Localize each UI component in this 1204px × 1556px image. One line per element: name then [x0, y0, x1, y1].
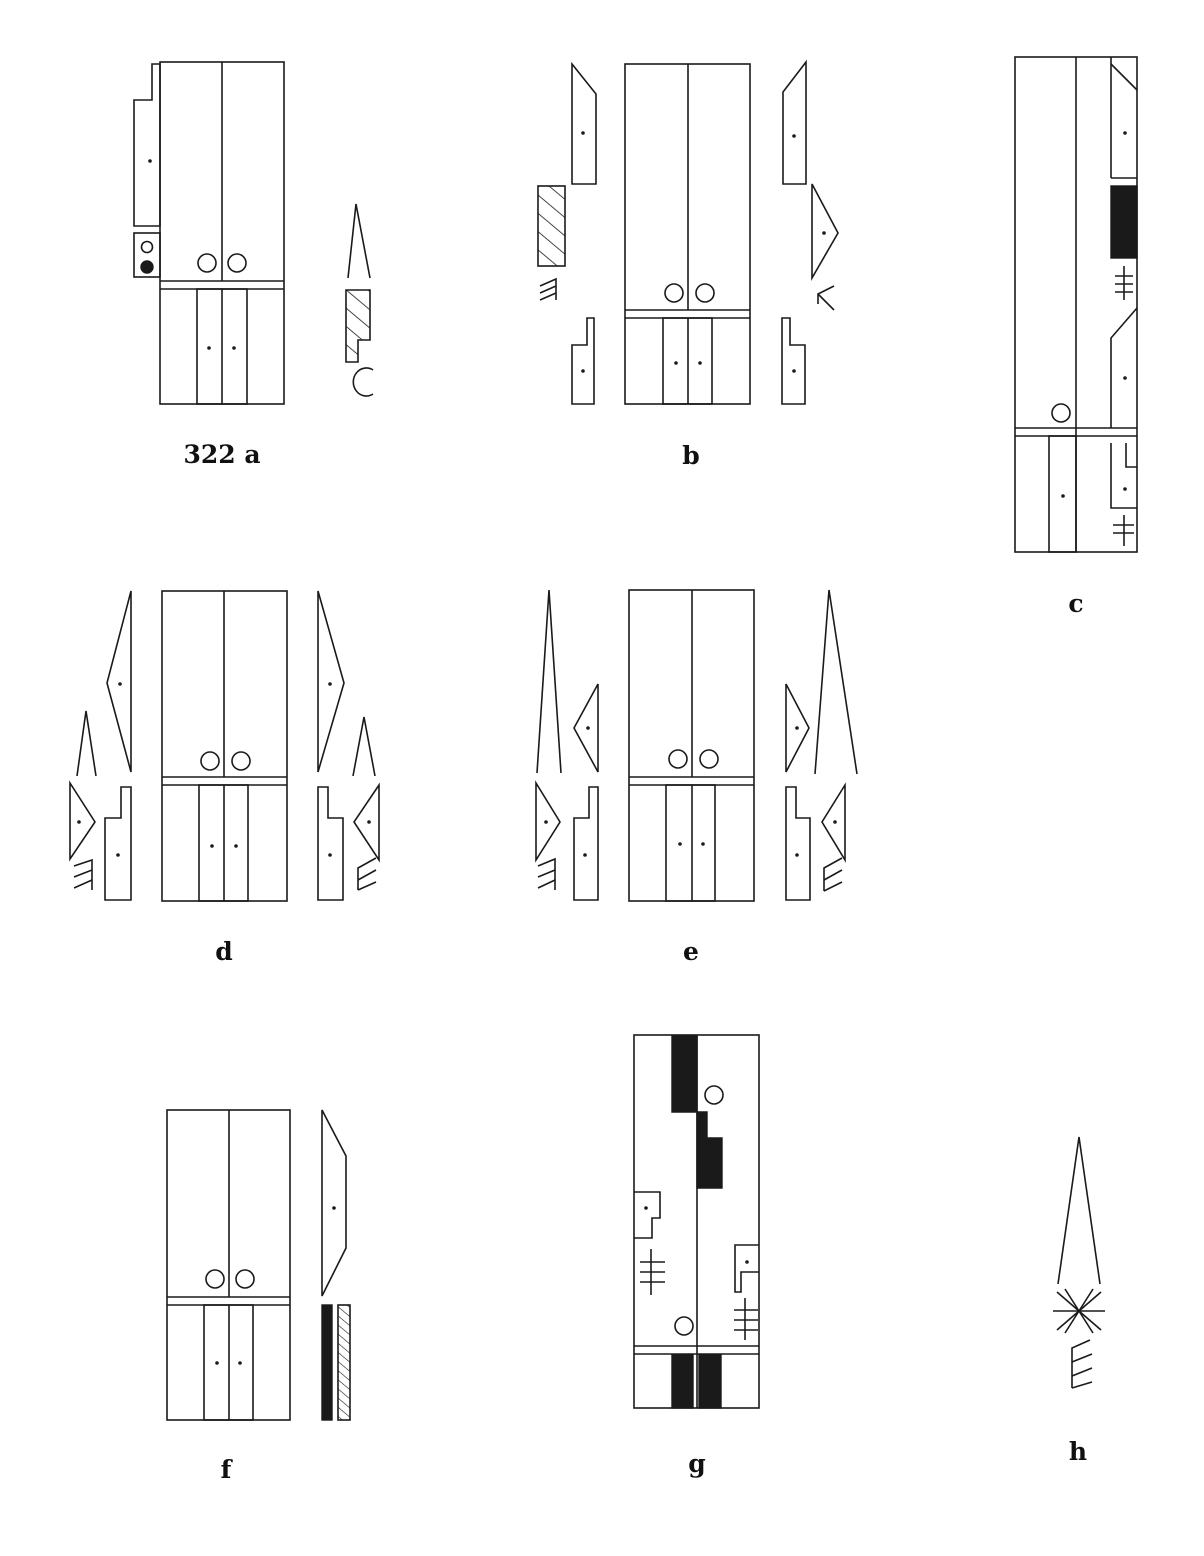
solid-block — [671, 1035, 698, 1113]
hatched-bar — [337, 1304, 351, 1421]
circle-mark — [231, 751, 251, 771]
left-glyphs — [69, 590, 132, 901]
solid-dot — [140, 260, 154, 274]
circle-mark — [1051, 403, 1071, 423]
solid-block — [698, 1354, 722, 1409]
figure-label-a: 322 a — [183, 440, 260, 469]
door-block — [161, 590, 288, 902]
hash-mark — [640, 1249, 665, 1295]
right-glyphs — [785, 589, 858, 901]
figure-label-e: e — [683, 937, 699, 966]
solid-block — [671, 1354, 694, 1409]
circle-mark — [674, 1316, 694, 1336]
left-glyphs — [537, 61, 597, 405]
figure-b — [537, 59, 839, 405]
right-glyphs — [781, 59, 839, 405]
figure-label-c: c — [1068, 589, 1083, 618]
circle-mark — [227, 253, 247, 273]
solid-block — [1110, 185, 1138, 259]
figure-label-f: f — [221, 1455, 234, 1484]
figure-label-d: d — [215, 937, 232, 966]
door-block — [628, 589, 755, 902]
right-glyphs — [317, 590, 380, 901]
circle-mark — [205, 1269, 225, 1289]
solid-block — [696, 1111, 723, 1189]
hash-mark — [1115, 266, 1133, 300]
circle-mark — [695, 283, 715, 303]
figure-label-b: b — [682, 441, 699, 470]
spear-glyph — [345, 203, 374, 397]
side-box — [133, 232, 161, 278]
circle-mark — [664, 283, 684, 303]
figure-g — [633, 1034, 760, 1409]
circle-mark — [197, 253, 217, 273]
figure-f — [166, 1109, 351, 1421]
door-block — [166, 1109, 291, 1421]
circle-mark — [200, 751, 220, 771]
figure-label-h: h — [1069, 1437, 1087, 1466]
figure-e — [535, 589, 858, 902]
cross-mark — [1113, 515, 1134, 546]
door-block — [624, 63, 751, 405]
figure-h — [1053, 1136, 1105, 1389]
circle-mark — [704, 1085, 724, 1105]
circle-mark — [668, 749, 688, 769]
left-glyphs — [535, 589, 599, 901]
figure-label-g: g — [688, 1449, 705, 1478]
circle-mark — [235, 1269, 255, 1289]
hollow-dot — [140, 240, 154, 254]
figure-c — [1014, 56, 1138, 553]
figure-a — [133, 61, 374, 405]
figure-d — [69, 590, 380, 902]
side-panel — [133, 63, 161, 227]
hash-mark — [734, 1298, 758, 1340]
solid-bar — [321, 1304, 333, 1421]
circle-mark — [699, 749, 719, 769]
side-panel — [321, 1109, 347, 1297]
door-block — [159, 61, 285, 405]
